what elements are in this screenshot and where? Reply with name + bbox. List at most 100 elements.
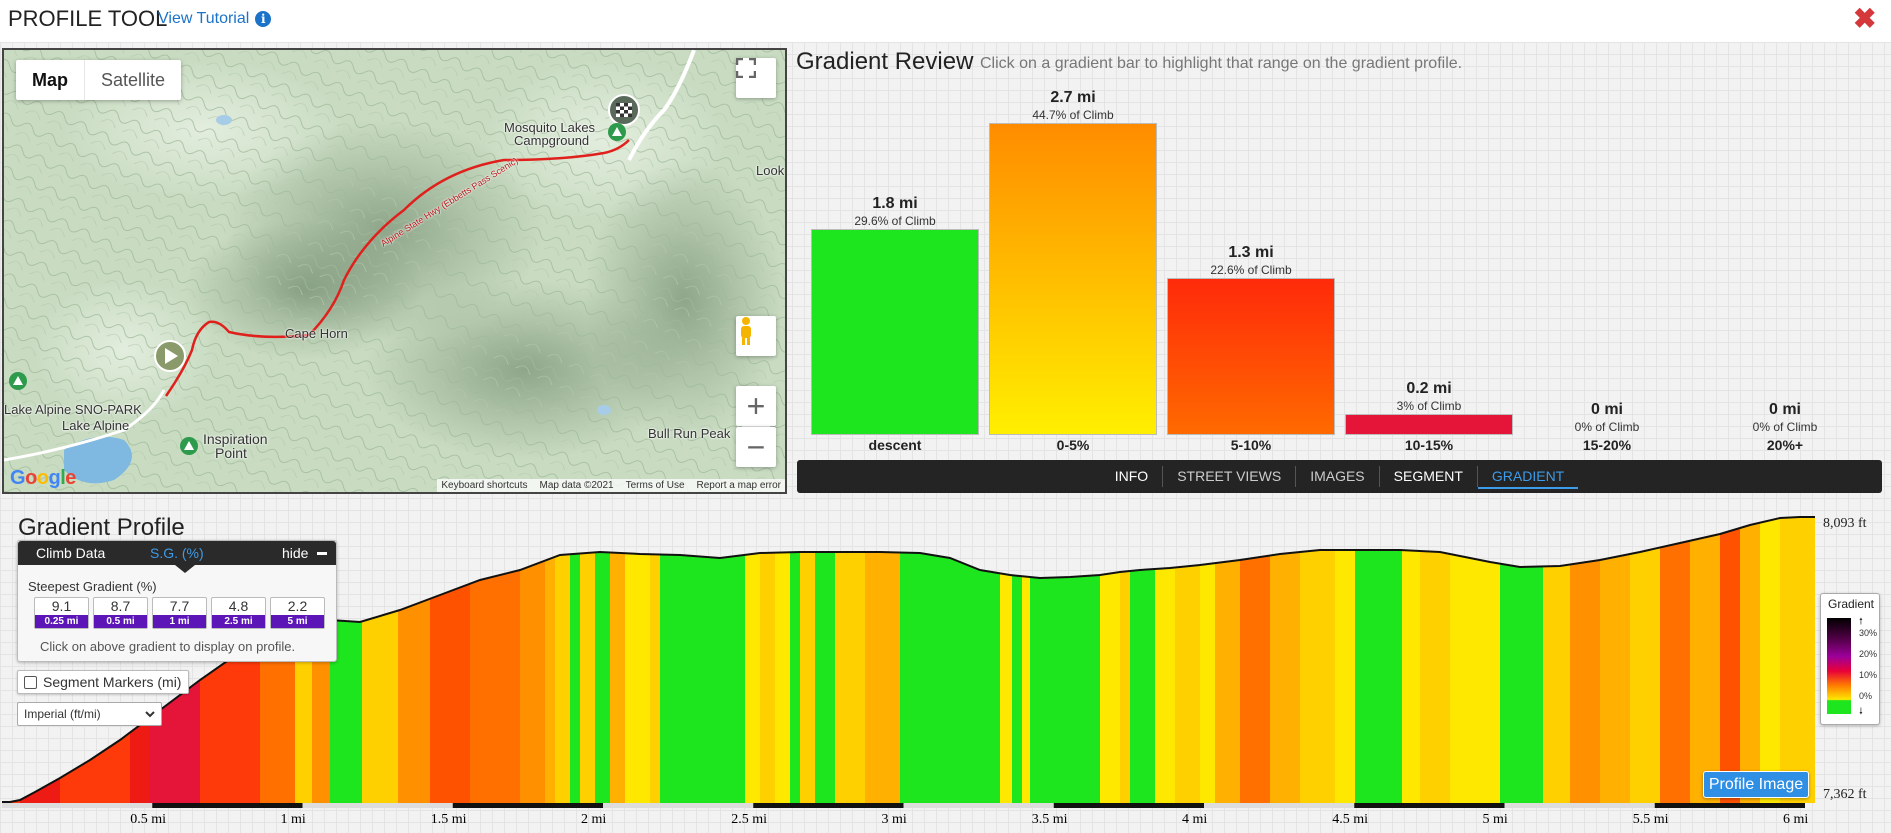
- tab-segment[interactable]: SEGMENT: [1393, 468, 1463, 484]
- bar-category-10-15: 10-15%: [1404, 437, 1454, 453]
- keyboard-shortcuts-link[interactable]: Keyboard shortcuts: [441, 480, 528, 491]
- axis-segment: [1504, 803, 1655, 808]
- tab-street-views[interactable]: STREET VIEWS: [1177, 468, 1282, 484]
- tab-divider: [1162, 466, 1164, 487]
- axis-segment: [753, 803, 904, 808]
- climb-panel-header: Climb Data S.G. (%) hide: [18, 541, 336, 565]
- profile-stripe: [1155, 517, 1176, 803]
- info-icon[interactable]: i: [255, 11, 272, 27]
- map-label-lake-alpine-sno-park: Lake Alpine SNO-PARK: [4, 402, 142, 417]
- close-icon[interactable]: ✖: [1853, 3, 1877, 34]
- view-tutorial-label[interactable]: View Tutorial: [158, 10, 250, 27]
- profile-stripe: [865, 517, 901, 803]
- map-view[interactable]: Map Satellite + − Mosquito Lakes Campgro…: [2, 48, 787, 494]
- profile-stripe: [1660, 517, 1691, 803]
- profile-stripe: [555, 517, 571, 803]
- steepest-value: 9.1: [51, 598, 72, 614]
- map-label-cape-horn: Cape Horn: [285, 326, 348, 341]
- legend-tick: 20%: [1859, 649, 1878, 659]
- bar-percent-15-20: 0% of Climb: [1574, 420, 1640, 434]
- units-select[interactable]: Imperial (ft/mi): [17, 702, 162, 726]
- gradient-bar-10-15[interactable]: [1345, 414, 1513, 435]
- steepest-value: 4.8: [228, 598, 249, 614]
- x-tick-label: 5 mi: [1483, 812, 1508, 827]
- tab-divider: [1378, 466, 1380, 487]
- profile-stripe: [1543, 517, 1571, 803]
- profile-stripe: [1040, 517, 1101, 803]
- bar-distance-descent: 1.8 mi: [872, 195, 918, 212]
- profile-stripe: [1720, 517, 1741, 803]
- profile-stripe: [1402, 517, 1421, 803]
- map-type-control: Map Satellite: [16, 60, 182, 100]
- tab-divider: [1295, 466, 1297, 487]
- bar-category-0-5: 0-5%: [1056, 437, 1090, 453]
- profile-stripe: [815, 517, 836, 803]
- steepest-gradient-5-mi[interactable]: 2.2 5 mi: [270, 597, 325, 629]
- segment-markers-checkbox[interactable]: [24, 675, 37, 689]
- minus-icon[interactable]: [317, 552, 327, 555]
- bar-distance-10-15: 0.2 mi: [1406, 380, 1452, 397]
- bar-category-20-plus: 20%+: [1766, 437, 1804, 453]
- profile-stripe: [1100, 517, 1121, 803]
- bar-distance-0-5: 2.7 mi: [1050, 89, 1096, 106]
- profile-stripe: [398, 517, 431, 803]
- steepest-gradient-0-25-mi[interactable]: 9.1 0.25 mi: [34, 597, 89, 629]
- profile-stripe: [790, 517, 801, 803]
- gradient-legend: Gradient 🠕 30% 20% 10% 0% 🠗: [1820, 593, 1880, 725]
- bar-percent-0-5: 44.7% of Climb: [1032, 108, 1114, 122]
- gradient-bar-0-5[interactable]: [989, 123, 1157, 435]
- google-logo: Google: [10, 467, 76, 489]
- detail-tabs: INFO STREET VIEWS IMAGES SEGMENT GRADIEN…: [797, 460, 1882, 493]
- x-tick-label: 1 mi: [281, 812, 306, 827]
- terms-of-use-link[interactable]: Terms of Use: [625, 480, 685, 491]
- street-view-pegman-button[interactable]: [736, 316, 776, 356]
- gradient-bar-5-10[interactable]: [1167, 278, 1335, 435]
- profile-stripe: [580, 517, 596, 803]
- steepest-distance: 2.5 mi: [212, 615, 265, 628]
- x-tick-label: 0.5 mi: [130, 812, 166, 827]
- sg-tab[interactable]: S.G. (%): [150, 545, 204, 561]
- map-type-satellite-button[interactable]: Satellite: [84, 60, 181, 100]
- zoom-in-button[interactable]: +: [736, 386, 776, 426]
- steepest-distance: 0.25 mi: [35, 615, 88, 628]
- legend-title: Gradient: [1827, 597, 1875, 611]
- steepest-value: 7.7: [169, 598, 190, 614]
- segment-markers-toggle[interactable]: Segment Markers (mi): [17, 670, 189, 694]
- bar-category-5-10: 5-10%: [1230, 437, 1272, 453]
- steepest-gradient-1-mi[interactable]: 7.7 1 mi: [152, 597, 207, 629]
- axis-segment: [1204, 803, 1355, 808]
- fullscreen-button[interactable]: [736, 58, 776, 98]
- gradient-profile-title: Gradient Profile: [18, 514, 185, 541]
- gradient-bar-descent[interactable]: [811, 229, 979, 435]
- hide-button[interactable]: hide: [282, 545, 309, 561]
- steepest-gradient-0-5-mi[interactable]: 8.7 0.5 mi: [93, 597, 148, 629]
- tab-info[interactable]: INFO: [1114, 468, 1149, 484]
- map-data-attribution: Map data ©2021: [539, 480, 614, 491]
- axis-segment: [152, 803, 303, 808]
- profile-stripe: [430, 517, 471, 803]
- profile-image-button[interactable]: Profile Image: [1703, 771, 1809, 798]
- climb-data-tab[interactable]: Climb Data: [36, 545, 106, 561]
- tab-images[interactable]: IMAGES: [1310, 468, 1365, 484]
- profile-stripe: [800, 517, 816, 803]
- tab-gradient[interactable]: GRADIENT: [1477, 460, 1579, 493]
- profile-stripe: [1740, 517, 1761, 803]
- page-title: PROFILE TOOL: [8, 6, 168, 31]
- steepest-value: 2.2: [287, 598, 308, 614]
- map-label-point: Point: [215, 445, 247, 461]
- report-map-error-link[interactable]: Report a map error: [696, 480, 781, 491]
- x-tick-label: 3 mi: [882, 812, 907, 827]
- map-label-campground: Campground: [514, 133, 590, 148]
- chevron-down-icon: [145, 710, 155, 717]
- profile-stripe: [930, 517, 1001, 803]
- steepest-distance: 5 mi: [271, 615, 324, 628]
- steepest-value: 8.7: [110, 598, 131, 614]
- profile-stripe: [1175, 517, 1201, 803]
- x-tick-label: 2.5 mi: [731, 812, 767, 827]
- view-tutorial-link[interactable]: View Tutorial i: [158, 10, 272, 28]
- zoom-out-button[interactable]: −: [736, 427, 776, 467]
- steepest-gradient-2-5-mi[interactable]: 4.8 2.5 mi: [211, 597, 266, 629]
- map-type-map-button[interactable]: Map: [32, 70, 68, 90]
- profile-stripe: [362, 517, 399, 803]
- map-label-inspiration: Inspiration: [203, 431, 268, 447]
